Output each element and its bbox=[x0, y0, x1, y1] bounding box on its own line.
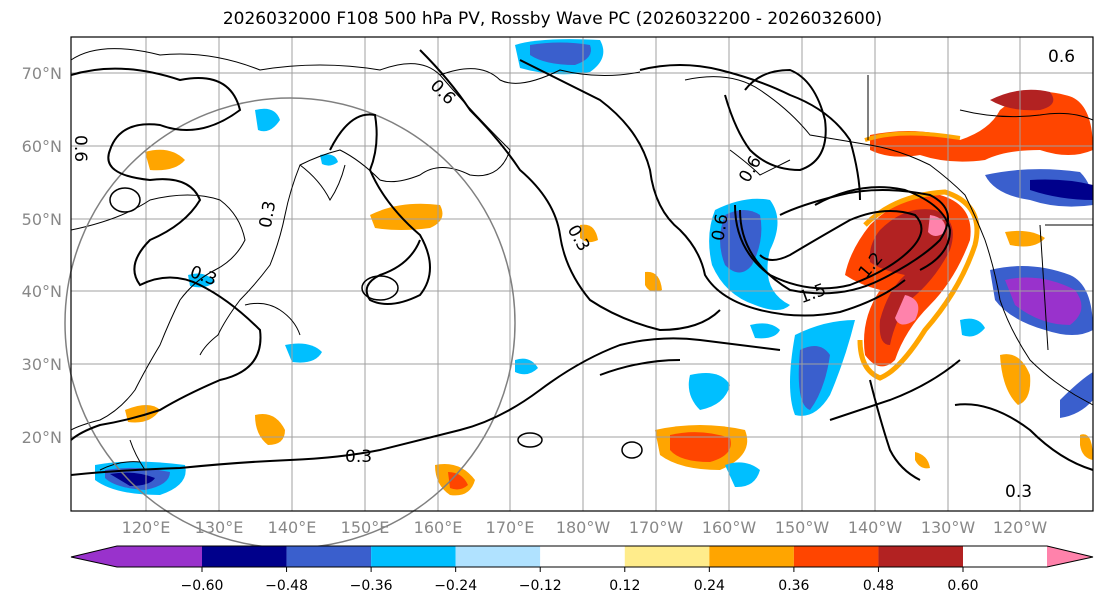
contour-label: 0.6 bbox=[708, 212, 732, 242]
lat-label: 60°N bbox=[22, 137, 62, 156]
colorbar-segment bbox=[117, 546, 202, 567]
colorbar-segment bbox=[371, 546, 456, 567]
pv-contours bbox=[70, 49, 1094, 481]
lon-label: 140°E bbox=[268, 518, 317, 537]
colorbar-segment bbox=[455, 546, 541, 567]
lon-label: 150°W bbox=[775, 518, 830, 537]
contour-label: 0.3 bbox=[1005, 482, 1032, 502]
colorbar-extend-min bbox=[71, 546, 117, 567]
lon-label: 160°E bbox=[414, 518, 463, 537]
contour-label: 0.3 bbox=[345, 447, 372, 467]
contour-label: 0.3 bbox=[256, 199, 280, 229]
lon-label: 150°E bbox=[341, 518, 390, 537]
colorbar-tick-label: −0.48 bbox=[265, 578, 308, 594]
colorbar-segment bbox=[793, 546, 879, 567]
lon-label: 140°W bbox=[848, 518, 903, 537]
lon-label: 170°W bbox=[629, 518, 684, 537]
lon-label: 180°W bbox=[556, 518, 611, 537]
colorbar-tick-label: 0.24 bbox=[694, 578, 725, 594]
lon-label: 160°W bbox=[702, 518, 757, 537]
map-title: 2026032000 F108 500 hPa PV, Rossby Wave … bbox=[222, 9, 883, 29]
contour-label: 0.6 bbox=[1048, 47, 1075, 67]
colorbar-tick-label: −0.60 bbox=[181, 578, 224, 594]
colorbar-extend-max bbox=[1047, 546, 1093, 567]
contour-label: 0.6 bbox=[70, 135, 90, 162]
colorbar-segment bbox=[878, 546, 963, 567]
colorbar-tick-label: 0.12 bbox=[609, 578, 640, 594]
colorbar-segment bbox=[709, 546, 794, 567]
colorbar-segment bbox=[540, 546, 625, 567]
colorbar-tick-label: 0.48 bbox=[863, 578, 894, 594]
longitude-labels: 120°E 130°E 140°E 150°E 160°E 170°E 180°… bbox=[122, 518, 1048, 537]
lat-label: 20°N bbox=[22, 428, 62, 447]
lon-label: 120°W bbox=[993, 518, 1048, 537]
coastlines bbox=[70, 48, 1094, 471]
lat-label: 70°N bbox=[22, 64, 62, 83]
lat-label: 30°N bbox=[22, 355, 62, 374]
lon-label: 130°E bbox=[195, 518, 244, 537]
colorbar-tick-label: 0.36 bbox=[778, 578, 809, 594]
map-grid bbox=[71, 37, 1093, 511]
colorbar-tick-label: −0.24 bbox=[434, 578, 477, 594]
latitude-labels: 70°N 60°N 50°N 40°N 30°N 20°N bbox=[22, 64, 62, 447]
colorbar-segment bbox=[624, 546, 710, 567]
lon-label: 170°E bbox=[486, 518, 535, 537]
lon-label: 120°E bbox=[122, 518, 171, 537]
lat-label: 40°N bbox=[22, 282, 62, 301]
colorbar-outline bbox=[70, 545, 1094, 568]
colorbar-tick-label: 0.60 bbox=[947, 578, 978, 594]
small-islands bbox=[109, 187, 643, 459]
colorbar-tick-label: −0.36 bbox=[350, 578, 393, 594]
colorbar: −0.60 −0.48 −0.36 −0.24 −0.12 0.12 0.24 0.36 0.4… bbox=[70, 545, 1094, 594]
colorbar-segment bbox=[202, 546, 287, 567]
lat-label: 50°N bbox=[22, 210, 62, 229]
map-frame bbox=[70, 36, 1094, 512]
colorbar-tick-label: −0.12 bbox=[519, 578, 562, 594]
colorbar-segment bbox=[286, 546, 372, 567]
colorbar-ticks: −0.60 −0.48 −0.36 −0.24 −0.12 0.12 0.24 0.36 0.4… bbox=[181, 567, 979, 594]
lon-label: 130°W bbox=[921, 518, 976, 537]
